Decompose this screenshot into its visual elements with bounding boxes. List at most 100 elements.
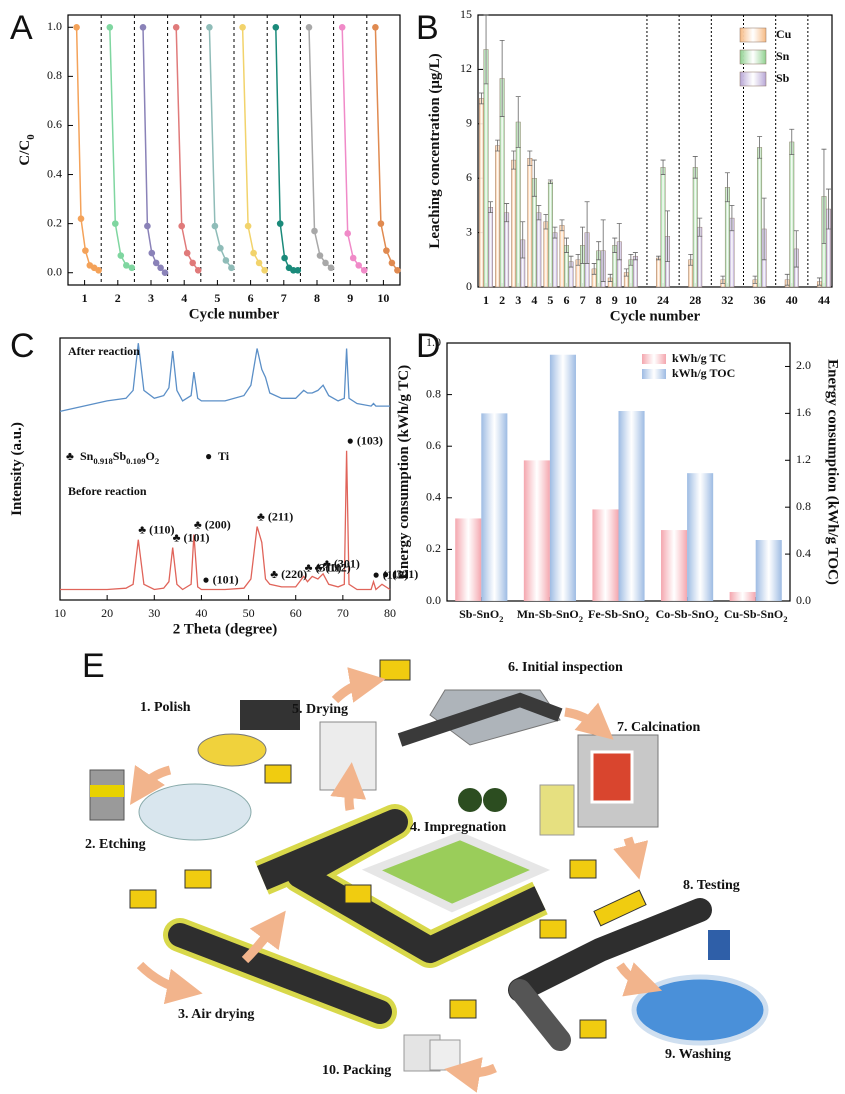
x-tick-label: 9: [612, 293, 618, 307]
panel: A 0.0 0.2 0.4 0.6 0.8 1.0 Cycle number C/C0 1 2 3 4 5…: [10, 9, 401, 322]
data-point: [211, 222, 219, 230]
error-bar: [536, 205, 542, 221]
error-bar: [483, 14, 489, 85]
impregnation-pool: [361, 831, 551, 913]
x-tick-label: Co-Sb-SnO2: [656, 607, 719, 624]
y-tick-label: 1.0: [426, 335, 441, 349]
panel-letter: B: [416, 9, 439, 47]
error-bar: [724, 172, 730, 203]
y2-tick-label: 0.0: [796, 593, 811, 607]
x-tick-label: Sb-SnO2: [459, 607, 503, 624]
x-tick-label: 32: [721, 293, 733, 307]
step-label: 7. Calcination: [617, 720, 700, 735]
data-point: [276, 220, 284, 227]
bar: [692, 167, 698, 288]
plot-frame: [477, 14, 833, 288]
error-bar: [789, 128, 795, 156]
y-tick-label: 0: [466, 279, 472, 293]
x-tick-label: 40: [786, 293, 798, 307]
error-bar: [623, 268, 629, 277]
barrels: [483, 788, 507, 812]
legend-label: Cu: [776, 27, 792, 41]
error-bar: [568, 255, 574, 268]
error-bar: [821, 148, 827, 244]
peak-annotation: ● (101): [202, 572, 238, 586]
data-point: [123, 262, 130, 269]
data-point: [106, 23, 114, 31]
flow-arrow: [330, 762, 367, 811]
bar: [523, 460, 550, 601]
error-bar: [488, 201, 494, 214]
decay-line: [374, 27, 399, 271]
error-bar: [729, 205, 735, 232]
y-axis-label: Intensity (a.u.): [9, 422, 25, 516]
x-tick-label: 80: [384, 606, 396, 620]
flow-arrow: [613, 836, 649, 880]
robot: [539, 919, 567, 939]
peak-annotation: ● (103): [347, 433, 383, 447]
panel: D 0.0 0.2 0.4 0.6 0.8 1.0 0.0 0.4 0.8 1.2 1.6 2.0 Ene…: [396, 327, 840, 624]
decay-line: [241, 27, 266, 271]
error-bar: [825, 188, 831, 230]
decay-line: [142, 27, 166, 274]
data-point: [261, 266, 268, 274]
flow-arrow: [564, 702, 614, 740]
error-bar: [543, 214, 549, 230]
error-bar: [591, 263, 597, 275]
data-point: [294, 266, 302, 274]
x-tick-label: 28: [689, 293, 701, 307]
error-bar: [552, 226, 558, 239]
y-axis-label: Leaching concentration (μg/L): [427, 53, 443, 248]
bar: [536, 212, 542, 288]
legend-swatch: [642, 354, 666, 364]
x-axis-label: 2 Theta (degree): [173, 621, 277, 637]
x-tick-label: 4: [531, 293, 537, 307]
x-tick-label: 60: [290, 606, 302, 620]
error-bar: [564, 237, 569, 253]
data-point: [327, 264, 335, 272]
error-bar: [600, 219, 606, 282]
peak-annotation: ● (112): [373, 568, 409, 582]
drying-oven: [319, 721, 377, 791]
bar: [632, 255, 638, 288]
y-tick-label: 1.0: [47, 19, 62, 33]
x-tick-label: 6: [248, 291, 254, 305]
series-label: Before reaction: [68, 484, 147, 498]
x-tick-label: 40: [195, 606, 207, 620]
error-bar: [547, 179, 553, 185]
y2-tick-label: 1.6: [796, 405, 811, 419]
step-label: 2. Etching: [85, 837, 146, 852]
peak-annotation: ♣ (211): [257, 509, 293, 523]
error-bar: [793, 230, 799, 268]
y-tick-label: 6: [466, 170, 472, 184]
process-illustration: [89, 659, 769, 1093]
x-tick-label: 50: [243, 606, 255, 620]
data-point: [360, 266, 368, 274]
error-bar: [504, 203, 510, 223]
data-point: [255, 259, 263, 267]
x-tick-label: 10: [54, 606, 66, 620]
x-tick-label: 1: [483, 293, 489, 307]
y-tick-label: 0.6: [47, 117, 62, 131]
error-bar: [697, 217, 703, 237]
bar: [527, 158, 533, 288]
bar: [511, 159, 517, 288]
bar: [481, 413, 508, 601]
x-tick-label: Cu-Sb-SnO2: [724, 607, 788, 624]
data-point: [178, 222, 185, 230]
legend-swatch: [739, 27, 767, 43]
y-tick-label: 0.4: [47, 166, 62, 180]
data-point: [73, 23, 80, 31]
polisher: [197, 733, 267, 767]
data-point: [77, 215, 85, 223]
error-bar: [479, 92, 485, 105]
legend-label: Sn: [776, 49, 790, 63]
error-bar: [607, 273, 613, 282]
spectrum-line: [59, 343, 390, 413]
bar: [552, 232, 558, 288]
y-tick-label: 0.2: [47, 215, 62, 229]
x-tick-label: 20: [101, 606, 113, 620]
decay-line: [275, 27, 298, 272]
bar: [757, 147, 763, 288]
x-tick-label: 24: [657, 293, 669, 307]
